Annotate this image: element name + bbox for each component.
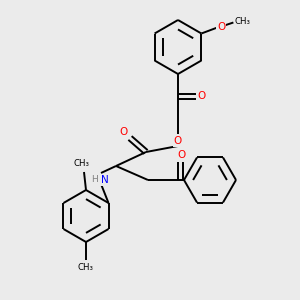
Text: O: O — [177, 150, 185, 160]
Text: N: N — [101, 175, 109, 185]
Text: O: O — [120, 127, 128, 137]
Text: CH₃: CH₃ — [234, 17, 250, 26]
Text: O: O — [198, 91, 206, 101]
Text: O: O — [174, 136, 182, 146]
Text: O: O — [217, 22, 226, 32]
Text: H: H — [92, 176, 98, 184]
Text: CH₃: CH₃ — [78, 263, 94, 272]
Text: CH₃: CH₃ — [74, 160, 90, 169]
